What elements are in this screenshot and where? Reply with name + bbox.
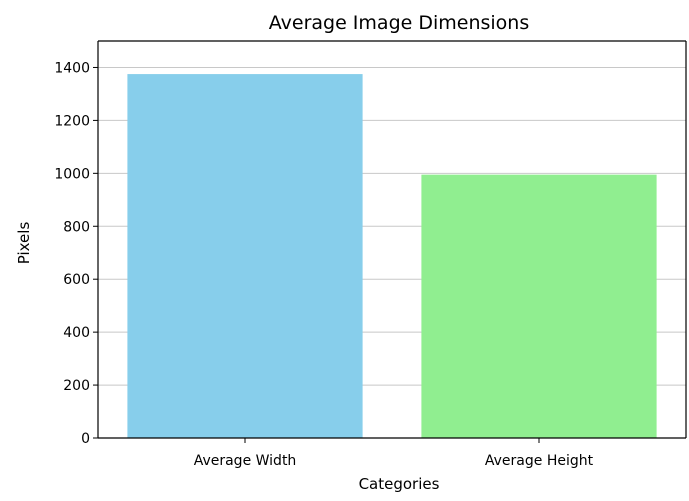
y-tick-label: 200 bbox=[63, 378, 90, 394]
bars bbox=[127, 74, 657, 438]
y-tick-label: 0 bbox=[81, 431, 90, 447]
chart-title: Average Image Dimensions bbox=[269, 12, 530, 34]
y-tick-label: 1400 bbox=[54, 60, 90, 76]
axes bbox=[97, 40, 687, 439]
x-tick-label: Average Height bbox=[485, 453, 594, 469]
x-ticks: Average Width Average Height bbox=[194, 438, 594, 469]
y-tick-label: 1000 bbox=[54, 166, 90, 182]
y-axis-label: Pixels bbox=[15, 222, 33, 265]
bar-average-width bbox=[127, 74, 363, 438]
x-tick-label: Average Width bbox=[194, 453, 297, 469]
y-tick-label: 600 bbox=[63, 272, 90, 288]
y-tick-label: 400 bbox=[63, 325, 90, 341]
x-axis-label: Categories bbox=[359, 475, 440, 493]
y-ticks: 0 200 400 600 800 1000 1200 1400 bbox=[54, 60, 98, 447]
bar-average-height bbox=[421, 174, 657, 438]
y-tick-label: 1200 bbox=[54, 113, 90, 129]
y-tick-label: 800 bbox=[63, 219, 90, 235]
